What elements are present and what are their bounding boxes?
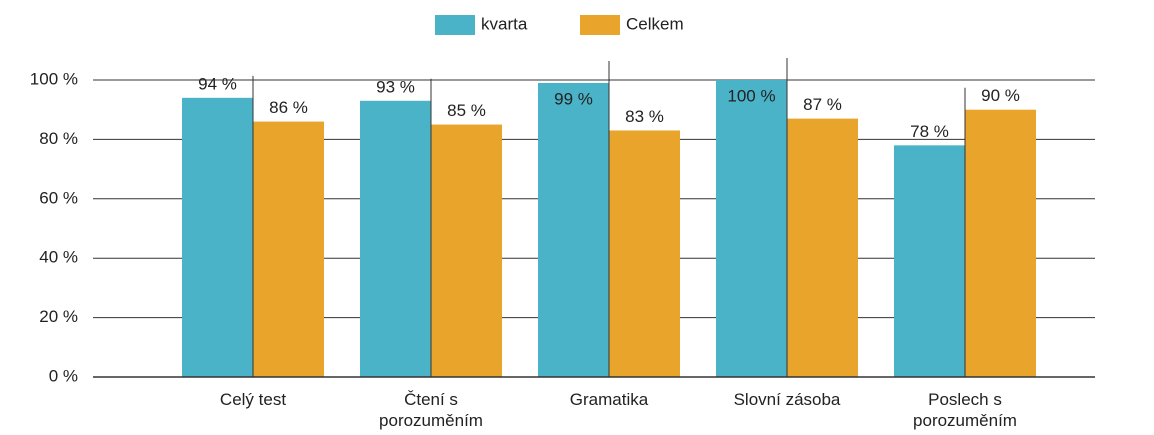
bar	[538, 82, 609, 377]
y-tick-label: 80 %	[39, 129, 78, 148]
x-tick-label: Celý test	[219, 390, 287, 409]
bar	[431, 124, 502, 377]
data-label: 94 %	[198, 74, 237, 93]
y-tick-label: 40 %	[39, 248, 78, 267]
bar	[965, 109, 1036, 377]
bar	[787, 118, 858, 378]
y-tick-label: 100 %	[30, 69, 78, 88]
bar	[609, 130, 680, 377]
bar	[716, 80, 787, 377]
y-tick-label: 20 %	[39, 307, 78, 326]
data-label: 85 %	[447, 101, 486, 120]
x-tick-label: Gramatika	[569, 390, 649, 409]
data-label: 78 %	[910, 122, 949, 141]
legend-swatch	[435, 15, 475, 35]
data-label: 93 %	[376, 77, 415, 96]
data-label: 86 %	[269, 98, 308, 117]
legend-label: Celkem	[626, 14, 684, 33]
y-tick-label: 60 %	[39, 188, 78, 207]
data-label: 87 %	[803, 95, 842, 114]
bar	[894, 145, 965, 377]
legend-label: kvarta	[481, 14, 528, 33]
x-tick-label: Čtení s porozuměním	[379, 390, 483, 430]
data-label: 90 %	[981, 86, 1020, 105]
data-label: 83 %	[625, 107, 664, 126]
bar	[360, 100, 431, 377]
x-tick-label: Slovní zásoba	[733, 390, 841, 409]
data-label: 100 %	[727, 86, 775, 105]
bar	[182, 97, 253, 377]
bar	[253, 121, 324, 377]
y-tick-label: 0 %	[49, 366, 78, 385]
x-tick-label: Poslech s porozuměním	[913, 390, 1017, 430]
data-label: 99 %	[554, 89, 593, 108]
legend-swatch	[580, 15, 620, 35]
